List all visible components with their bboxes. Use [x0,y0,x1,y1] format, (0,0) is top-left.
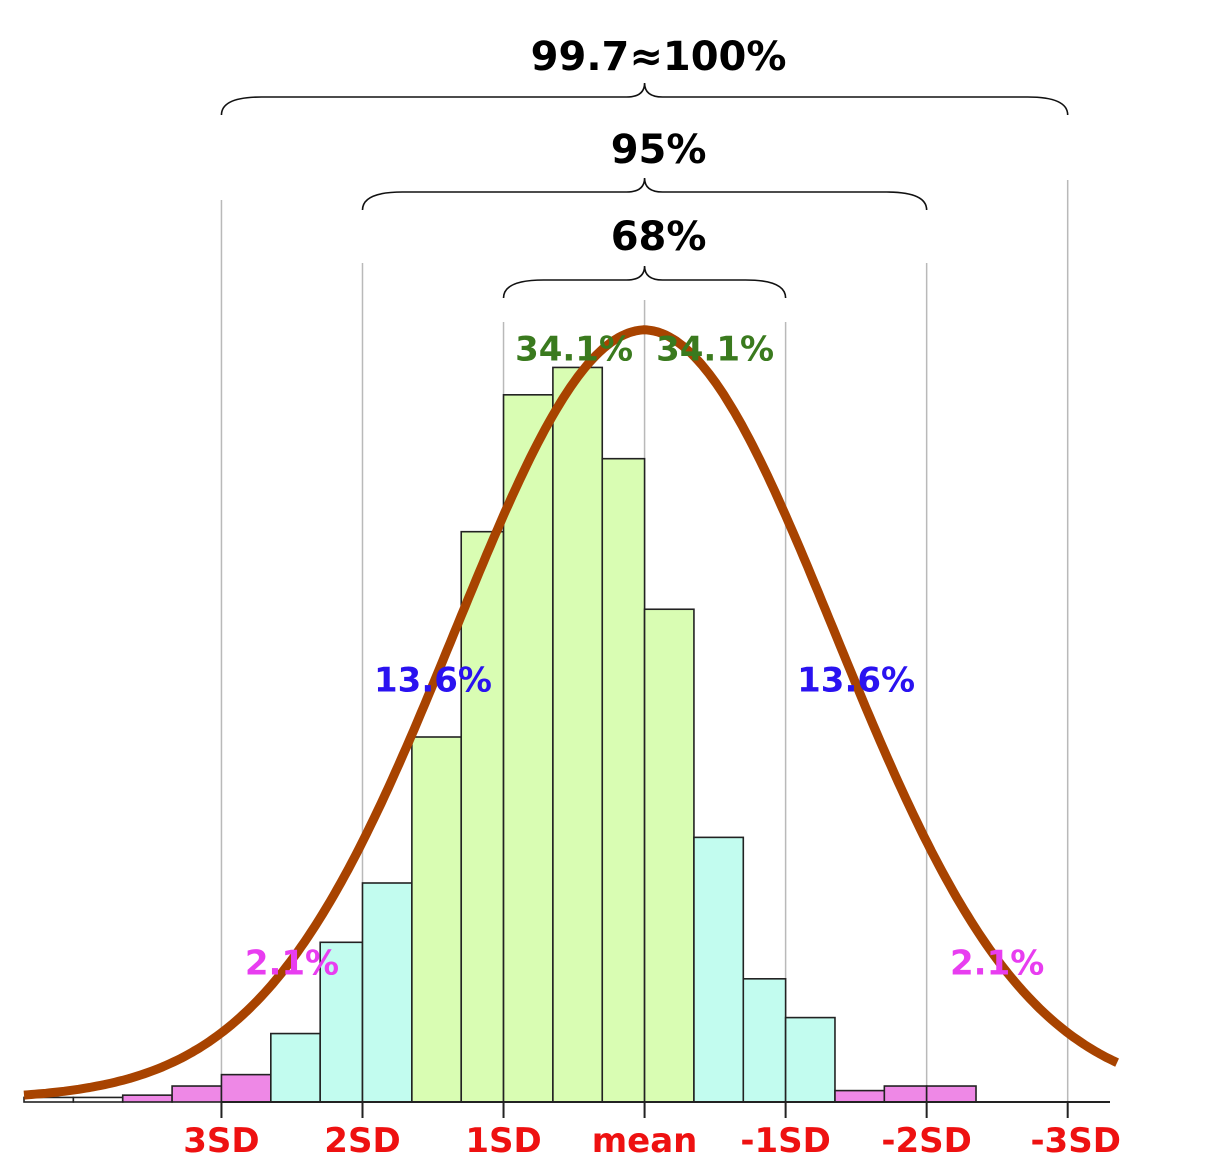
histogram-bar [361,882,413,1103]
region-percent-label: 13.6% [797,660,915,700]
bracket [220,82,1069,116]
region-percent-label: 13.6% [374,660,492,700]
region-percent-label: 2.1% [245,943,339,983]
tick-label: 3SD [183,1121,259,1158]
histogram-bars [23,366,977,1103]
bracket-label: 68% [611,214,707,260]
histogram-bar [693,836,745,1103]
histogram-bar [411,736,463,1103]
tick-labels: 3SD 2SD 1SD mean -1SD -2SD -3SD [183,1121,1121,1158]
region-percent-label: 2.1% [950,943,1044,983]
normal-curve [23,325,1119,1100]
region-labels: 34.1% 34.1% 13.6% 13.6% 2.1% 2.1% [245,330,1044,984]
histogram-bar [742,978,787,1103]
tick-label: 1SD [465,1121,541,1158]
histogram-bar [220,1073,272,1103]
histogram-bar [834,1089,886,1103]
normal-curve-path [23,325,1119,1100]
x-axis [220,1101,1110,1118]
bracket-label: 95% [611,127,707,173]
percentage-brackets: 99.7≈100% 95% 68% [220,34,1069,299]
histogram-bar [171,1085,223,1103]
bracket-label: 99.7≈100% [531,34,787,80]
tick-label: mean [592,1121,698,1158]
histogram-bar [643,608,695,1103]
tick-label: -3SD [1030,1121,1120,1158]
histogram-bar [883,1085,928,1103]
tick-label: -2SD [881,1121,971,1158]
histogram-bar [784,1016,836,1103]
tick-label: 2SD [324,1121,400,1158]
histogram-bar [270,1032,321,1103]
histogram-bar [601,457,646,1103]
bracket [502,265,787,299]
bracket [361,177,928,211]
histogram-bar [552,366,604,1103]
histogram-bar [460,530,505,1103]
histogram-bar [72,1096,124,1103]
region-percent-label: 34.1% [515,330,633,370]
histogram-bar [121,1094,173,1103]
tick-label: -1SD [740,1121,830,1158]
region-percent-label: 34.1% [656,330,774,370]
histogram-bar [925,1085,977,1103]
